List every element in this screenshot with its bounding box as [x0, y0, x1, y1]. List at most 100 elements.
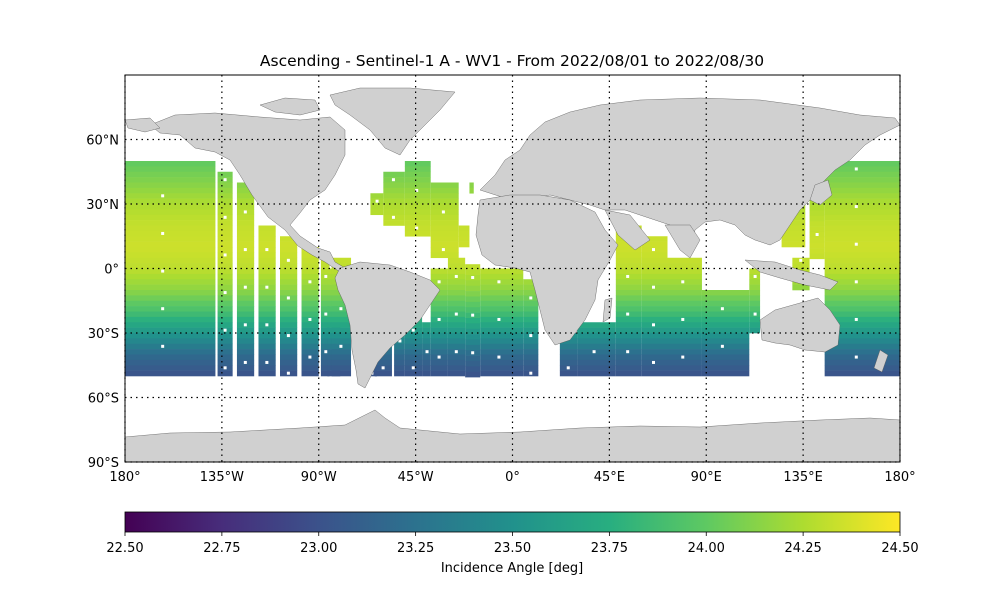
- swath-cell: [430, 338, 448, 345]
- nodata-speck: [529, 296, 533, 300]
- swath-cell: [217, 230, 233, 237]
- swath-cell: [667, 290, 702, 296]
- swath-cell: [236, 225, 255, 232]
- y-tick-label: 90°S: [88, 456, 119, 471]
- nodata-speck: [286, 258, 290, 262]
- nodata-speck: [415, 226, 419, 230]
- swath-cell: [404, 204, 431, 210]
- nodata-speck: [223, 366, 227, 370]
- y-tick-label: 30°S: [88, 327, 119, 342]
- swath-cell: [301, 295, 319, 302]
- swath-cell: [430, 333, 448, 339]
- swath-cell: [258, 343, 276, 350]
- swath-cell: [430, 225, 459, 232]
- swath-cell: [258, 327, 276, 334]
- swath-cell: [465, 339, 481, 346]
- swath-cell: [258, 306, 276, 312]
- swath-cell: [749, 284, 761, 291]
- swath-cell: [217, 247, 233, 253]
- swath-cell: [320, 322, 330, 328]
- swath-cell: [447, 279, 466, 285]
- nodata-speck: [854, 280, 858, 284]
- swath-cell: [217, 343, 233, 350]
- swath-cell: [523, 365, 539, 371]
- swath-cell: [824, 236, 900, 242]
- greenland-landmass: [329, 87, 456, 156]
- colorbar-label: Incidence Angle [deg]: [441, 561, 583, 576]
- swath-cell: [465, 355, 481, 362]
- swath-cell: [781, 236, 806, 242]
- x-tick-label: 45°W: [398, 470, 434, 485]
- nodata-speck: [161, 194, 165, 198]
- swath-cell: [458, 230, 470, 237]
- y-tick-label: 0°: [104, 263, 119, 278]
- swath-cell: [331, 349, 352, 355]
- nodata-speck: [681, 317, 685, 321]
- swath-cell: [125, 295, 216, 302]
- swath-cell: [217, 220, 233, 226]
- swath-cell: [480, 290, 524, 296]
- nodata-speck: [626, 274, 630, 278]
- swath-cell: [217, 171, 233, 178]
- swath-cell: [258, 333, 276, 339]
- nodata-speck: [753, 312, 757, 316]
- swath-cell: [394, 365, 405, 371]
- swath-cell: [125, 247, 216, 253]
- swath-cell: [258, 268, 276, 275]
- swath-cell: [615, 343, 642, 350]
- swath-cell: [236, 268, 255, 275]
- swath-cell: [301, 290, 319, 296]
- swath-cell: [615, 284, 642, 291]
- madagascar-landmass: [602, 297, 613, 323]
- swath-cell: [217, 284, 233, 291]
- swath-cell: [523, 306, 539, 312]
- swath-cell: [480, 365, 524, 371]
- nodata-speck: [441, 210, 445, 214]
- swath-cell: [236, 311, 255, 318]
- swath-cell: [258, 295, 276, 302]
- nodata-speck: [381, 366, 385, 370]
- swath-cell: [125, 225, 216, 232]
- swath-cell: [422, 338, 431, 345]
- swath-cell: [301, 322, 319, 328]
- swath-cell: [258, 236, 276, 242]
- swath-cell: [809, 215, 825, 222]
- swath-cell: [404, 220, 431, 226]
- nodata-speck: [437, 317, 441, 321]
- swath-cell: [465, 317, 481, 324]
- swath-cell: [125, 338, 216, 345]
- swath-cell: [404, 177, 431, 183]
- swath-cell: [667, 359, 702, 366]
- swath-cell: [641, 343, 668, 350]
- swath-cell: [125, 316, 216, 323]
- nodata-speck: [454, 350, 458, 354]
- swath-cell: [236, 295, 255, 302]
- alaska-landmass: [124, 117, 161, 133]
- swath-cell: [404, 182, 431, 189]
- nodata-speck: [626, 350, 630, 354]
- nodata-speck: [854, 205, 858, 209]
- swath-cell: [280, 322, 298, 328]
- nodata-speck: [243, 210, 247, 214]
- nodata-speck: [681, 280, 685, 284]
- swath-cell: [824, 225, 900, 232]
- swath-cell: [615, 247, 642, 253]
- colorbar-tick-label: 22.75: [203, 541, 240, 556]
- swath-cell: [559, 343, 578, 350]
- nodata-speck: [161, 307, 165, 311]
- swath-cell: [217, 359, 233, 366]
- swath-cell: [236, 220, 255, 226]
- swath-cell: [667, 268, 702, 275]
- nodata-speck: [391, 215, 395, 219]
- x-tick-label: 135°E: [783, 470, 823, 485]
- nodata-speck: [161, 269, 165, 273]
- nodata-speck: [308, 317, 312, 321]
- swath-cell: [320, 327, 330, 334]
- swath-cell: [809, 210, 825, 217]
- swath-cell: [217, 300, 233, 307]
- swath-cell: [320, 263, 330, 269]
- swath-cell: [641, 236, 668, 242]
- nodata-speck: [441, 248, 445, 252]
- swath-cell: [301, 359, 319, 366]
- swath-cell: [125, 214, 216, 221]
